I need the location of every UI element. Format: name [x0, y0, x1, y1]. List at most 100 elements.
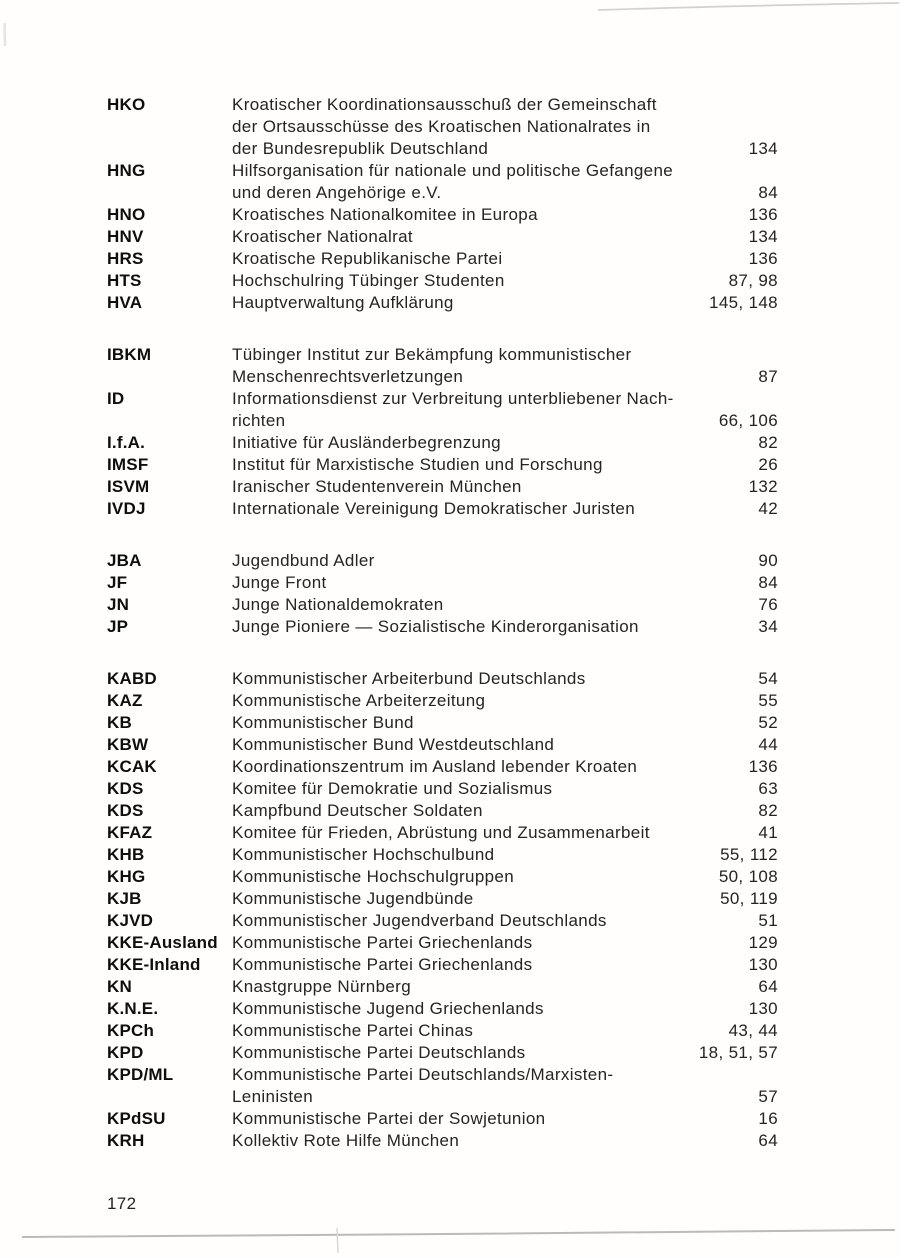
abbreviation-definition: Kommunistische Jugendbünde [232, 889, 474, 908]
abbreviation-definition: Kommunistischer Hochschulbund [232, 845, 495, 864]
abbreviation-term: KPD/ML [107, 1065, 174, 1084]
abbreviation-term: HTS [107, 271, 142, 290]
abbreviation-term: JBA [107, 551, 142, 570]
page-reference-numbers: 136 [748, 205, 778, 224]
abbreviation-term: K.N.E. [107, 999, 159, 1018]
abbreviation-term: I.f.A. [107, 433, 146, 452]
abbreviation-entry: KPD Kommunistische Partei Deutschlands 18,… [107, 1042, 778, 1064]
page-reference-numbers: 44 [758, 735, 778, 754]
abbreviation-term: IMSF [107, 455, 149, 474]
abbreviation-definition: Internationale Vereinigung Demokratische… [232, 499, 636, 518]
abbreviation-entry: K.N.E. Kommunistische Jugend Griechenland… [107, 998, 778, 1020]
abbreviation-definition: Initiative für Ausländerbegrenzung [232, 433, 501, 452]
abbreviation-term: ISVM [107, 477, 150, 496]
abbreviation-term: JF [107, 573, 128, 592]
page-reference-numbers: 52 [758, 713, 778, 732]
page-reference-numbers: 82 [758, 433, 778, 452]
abbreviation-entry: I.f.A. Initiative für Ausländerbegrenzung… [107, 432, 778, 454]
abbreviation-definition: Junge Pioniere — Sozialistische Kinderor… [232, 617, 639, 636]
abbreviation-term: KRH [107, 1131, 145, 1150]
abbreviation-entry: KDS Kampfbund Deutscher Soldaten 82 [107, 800, 778, 822]
abbreviation-definition: Knastgruppe Nürnberg [232, 977, 412, 996]
abbreviation-definition: Kommunistische Partei Griechenlands [232, 955, 533, 974]
page-reference-numbers: 66, 106 [718, 411, 778, 430]
page-reference-numbers: 134 [748, 227, 778, 246]
abbreviation-definition: Kommunistische Partei Deutschlands/Marxi… [232, 1065, 614, 1106]
page-reference-numbers: 55 [758, 691, 778, 710]
page-reference-numbers: 42 [758, 499, 778, 518]
page-reference-numbers: 84 [758, 183, 778, 202]
abbreviation-term: KDS [107, 801, 144, 820]
abbreviation-definition: Kampfbund Deutscher Soldaten [232, 801, 483, 820]
page-reference-numbers: 134 [748, 139, 778, 158]
abbreviation-term: KKE-Inland [107, 955, 201, 974]
abbreviation-entry: HTS Hochschulring Tübinger Studenten 87, 9… [107, 270, 778, 292]
abbreviation-entry: IBKM Tübinger Institut zur Bekämpfung kom… [107, 344, 778, 388]
abbreviation-definition: Kommunistischer Jugendverband Deutschlan… [232, 911, 607, 930]
abbreviation-entry: JP Junge Pioniere — Sozialistische Kinder… [107, 616, 778, 638]
abbreviation-definition: Hauptverwaltung Aufklärung [232, 293, 454, 312]
page-reference-numbers: 136 [748, 249, 778, 268]
page-reference-numbers: 129 [748, 933, 778, 952]
page-reference-numbers: 43, 44 [728, 1021, 778, 1040]
abbreviation-definition: Kommunistischer Bund [232, 713, 414, 732]
abbreviation-entry: HNV Kroatischer Nationalrat 134 [107, 226, 778, 248]
abbreviation-entry: KB Kommunistischer Bund 52 [107, 712, 778, 734]
page-reference-numbers: 130 [748, 955, 778, 974]
abbreviation-definition: Junge Nationaldemokraten [232, 595, 444, 614]
abbreviation-group-j: JBA Jugendbund Adler 90 JF Junge Front 84 JN Ju… [107, 550, 778, 638]
abbreviation-entry: KDS Komitee für Demokratie und Sozialismu… [107, 778, 778, 800]
abbreviation-term: KN [107, 977, 132, 996]
abbreviation-term: KHG [107, 867, 146, 886]
abbreviation-term: ID [107, 389, 125, 408]
abbreviation-term: HKO [107, 95, 146, 114]
abbreviation-definition: Koordinationszentrum im Ausland lebender… [232, 757, 638, 776]
page-reference-numbers: 54 [758, 669, 778, 688]
abbreviation-definition: Kommunistischer Arbeiterbund Deutschland… [232, 669, 586, 688]
page-reference-numbers: 16 [758, 1109, 778, 1128]
abbreviation-definition: Kommunistische Partei Griechenlands [232, 933, 533, 952]
abbreviation-definition: Komitee für Frieden, Abrüstung und Zusam… [232, 823, 650, 842]
abbreviation-term: KCAK [107, 757, 157, 776]
abbreviation-entry: KHG Kommunistische Hochschulgruppen 50, 10… [107, 866, 778, 888]
abbreviation-entry: KCAK Koordinationszentrum im Ausland lebe… [107, 756, 778, 778]
abbreviation-entry: IMSF Institut für Marxistische Studien un… [107, 454, 778, 476]
page-reference-numbers: 50, 108 [718, 867, 778, 886]
abbreviation-term: KHB [107, 845, 145, 864]
page-reference-numbers: 76 [758, 595, 778, 614]
abbreviation-term: KPdSU [107, 1109, 166, 1128]
page-reference-numbers: 130 [748, 999, 778, 1018]
abbreviation-definition: Kommunistischer Bund Westdeutschland [232, 735, 555, 754]
abbreviation-definition: Kommunistische Partei Chinas [232, 1021, 474, 1040]
abbreviation-term: IVDJ [107, 499, 146, 518]
abbreviation-definition: Kommunistische Jugend Griechenlands [232, 999, 544, 1018]
abbreviation-entry: KRH Kollektiv Rote Hilfe München 64 [107, 1130, 778, 1152]
abbreviation-term: IBKM [107, 345, 152, 364]
abbreviation-entry: KKE-Ausland Kommunistische Partei Grieche… [107, 932, 778, 954]
abbreviation-group-k: KABD Kommunistischer Arbeiterbund Deutsch… [107, 668, 778, 1152]
abbreviation-entry: KN Knastgruppe Nürnberg 64 [107, 976, 778, 998]
abbreviation-entry: KKE-Inland Kommunistische Partei Griechen… [107, 954, 778, 976]
page-reference-numbers: 55, 112 [720, 845, 778, 864]
abbreviation-entry: HKO Kroatischer Koordinationsausschuß der… [107, 94, 778, 160]
abbreviation-entry: HVA Hauptverwaltung Aufklärung 145, 148 [107, 292, 778, 314]
abbreviation-group-h: HKO Kroatischer Koordinationsausschuß der… [107, 94, 778, 314]
page-reference-numbers: 87 [758, 367, 778, 386]
abbreviation-definition: Komitee für Demokratie und Sozialismus [232, 779, 553, 798]
abbreviation-entry: HNG Hilfsorganisation für nationale und p… [107, 160, 778, 204]
abbreviation-term: KPD [107, 1043, 144, 1062]
page-reference-numbers: 64 [758, 977, 778, 996]
page-reference-numbers: 90 [758, 551, 778, 570]
page-reference-numbers: 87, 98 [728, 271, 778, 290]
abbreviation-definition: Kroatischer Koordinationsausschuß der Ge… [232, 95, 657, 158]
abbreviation-term: KABD [107, 669, 157, 688]
page-reference-numbers: 18, 51, 57 [698, 1043, 778, 1062]
abbreviation-entry: JN Junge Nationaldemokraten 76 [107, 594, 778, 616]
abbreviation-group-i: IBKM Tübinger Institut zur Bekämpfung kom… [107, 344, 778, 520]
abbreviation-definition: Junge Front [232, 573, 327, 592]
abbreviation-definition: Informationsdienst zur Verbreitung unter… [232, 389, 674, 430]
abbreviation-term: HRS [107, 249, 144, 268]
page-reference-numbers: 57 [758, 1087, 778, 1106]
page-edge-top-right-line [597, 2, 900, 11]
abbreviation-definition: Tübinger Institut zur Bekämpfung kommuni… [232, 345, 632, 386]
